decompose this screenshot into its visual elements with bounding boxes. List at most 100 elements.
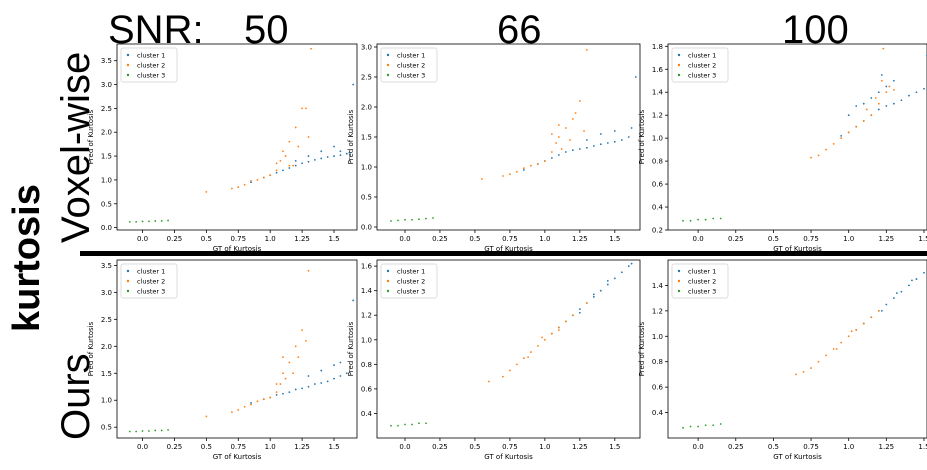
x-tick-label: 0.25 [728, 235, 744, 243]
data-point [578, 308, 581, 311]
data-point [689, 425, 692, 428]
y-tick-label: 1.4 [361, 287, 373, 295]
data-point [855, 329, 858, 331]
legend-marker [386, 63, 390, 67]
legend: cluster 1 cluster 2 cluster 3 [671, 263, 729, 299]
data-point [326, 156, 329, 158]
data-point [571, 118, 574, 120]
column-label-snr-50: 50 [244, 8, 289, 52]
data-point [250, 179, 252, 182]
data-point [855, 105, 858, 107]
data-point [870, 114, 873, 117]
legend-label: cluster 1 [137, 52, 165, 60]
data-point [850, 330, 853, 333]
data-point [529, 164, 532, 167]
data-point [613, 130, 616, 132]
data-point [592, 145, 595, 147]
data-point [870, 97, 873, 99]
legend-label: cluster 3 [137, 72, 165, 80]
legend-marker [386, 53, 390, 57]
y-tick-label: 0.0 [101, 224, 112, 232]
data-point [704, 424, 707, 427]
data-point [599, 143, 602, 146]
data-point [339, 150, 342, 153]
x-tick-label: 0.0 [693, 235, 704, 243]
data-point [282, 150, 284, 153]
data-point [307, 160, 310, 163]
data-point [160, 429, 163, 432]
y-tick-label: 2.0 [361, 104, 372, 112]
data-point [892, 297, 895, 300]
data-point [682, 426, 684, 429]
data-point [297, 145, 300, 148]
y-tick-label: 1.0 [652, 333, 663, 341]
y-tick-label: 2.5 [101, 316, 112, 324]
data-point [862, 102, 865, 105]
data-point [634, 76, 637, 78]
data-point [515, 170, 518, 173]
data-point [550, 133, 553, 135]
data-point [810, 156, 812, 159]
data-point [877, 91, 880, 94]
data-point [550, 157, 553, 159]
data-point [810, 367, 812, 369]
legend-box [120, 263, 178, 299]
y-tick-label: 1.5 [101, 153, 112, 161]
data-point [557, 154, 560, 156]
x-axis-label: GT of Kurtosis [773, 453, 822, 461]
x-tick-label: 1.5 [328, 235, 339, 243]
data-point [205, 190, 208, 193]
y-tick-label: 0.4 [652, 409, 664, 417]
data-point [135, 430, 138, 433]
scatter-panel: 0.0 0.25 0.5 0.75 1.0 1.25 1.5 0.5 1.0 1.5 2.0 2.5 3… [87, 259, 358, 461]
data-point [630, 127, 633, 129]
x-tick-label: 0.25 [728, 443, 744, 451]
data-point [301, 387, 304, 390]
data-point [135, 220, 138, 223]
data-point [141, 220, 144, 223]
x-tick-label: 0.0 [399, 235, 410, 243]
data-point [326, 380, 329, 383]
x-tick-label: 0.5 [768, 443, 779, 451]
data-point [418, 218, 420, 221]
x-tick-label: 1.5 [609, 443, 620, 451]
data-point [269, 396, 272, 399]
y-tick-label: 2.5 [361, 74, 372, 82]
y-tick-label: 1.4 [652, 89, 664, 97]
y-tick-label: 1.8 [652, 43, 663, 51]
y-tick-label: 1.2 [361, 312, 372, 320]
data-point [230, 411, 233, 414]
data-point [205, 415, 208, 418]
data-point [279, 159, 282, 162]
legend-box [671, 263, 729, 299]
y-tick-label: 1.0 [101, 397, 112, 405]
data-point [840, 134, 843, 137]
data-point [294, 345, 297, 348]
y-tick-label: 0.6 [652, 384, 664, 392]
legend: cluster 1 cluster 2 cluster 3 [671, 47, 729, 83]
data-point [128, 220, 131, 223]
data-point [237, 186, 240, 188]
data-point [911, 279, 913, 282]
data-point [282, 372, 284, 375]
data-point [256, 179, 259, 181]
data-point [825, 148, 828, 151]
data-point [550, 151, 553, 153]
data-point [250, 403, 252, 406]
x-tick-label: 1.25 [294, 235, 310, 243]
legend-label: cluster 1 [137, 268, 165, 276]
data-point [339, 375, 342, 377]
y-axis-label: Pred of Kurtosis [347, 109, 355, 164]
data-point [284, 155, 287, 157]
data-point [275, 393, 278, 396]
legend-marker [677, 73, 681, 77]
data-point [307, 375, 310, 377]
data-point [333, 145, 335, 148]
data-point [923, 271, 925, 274]
data-point [432, 217, 434, 219]
data-point [320, 150, 323, 153]
legend-marker [126, 63, 130, 67]
data-point [564, 127, 567, 129]
legend-marker [677, 63, 681, 67]
legend-label: cluster 2 [688, 62, 716, 70]
